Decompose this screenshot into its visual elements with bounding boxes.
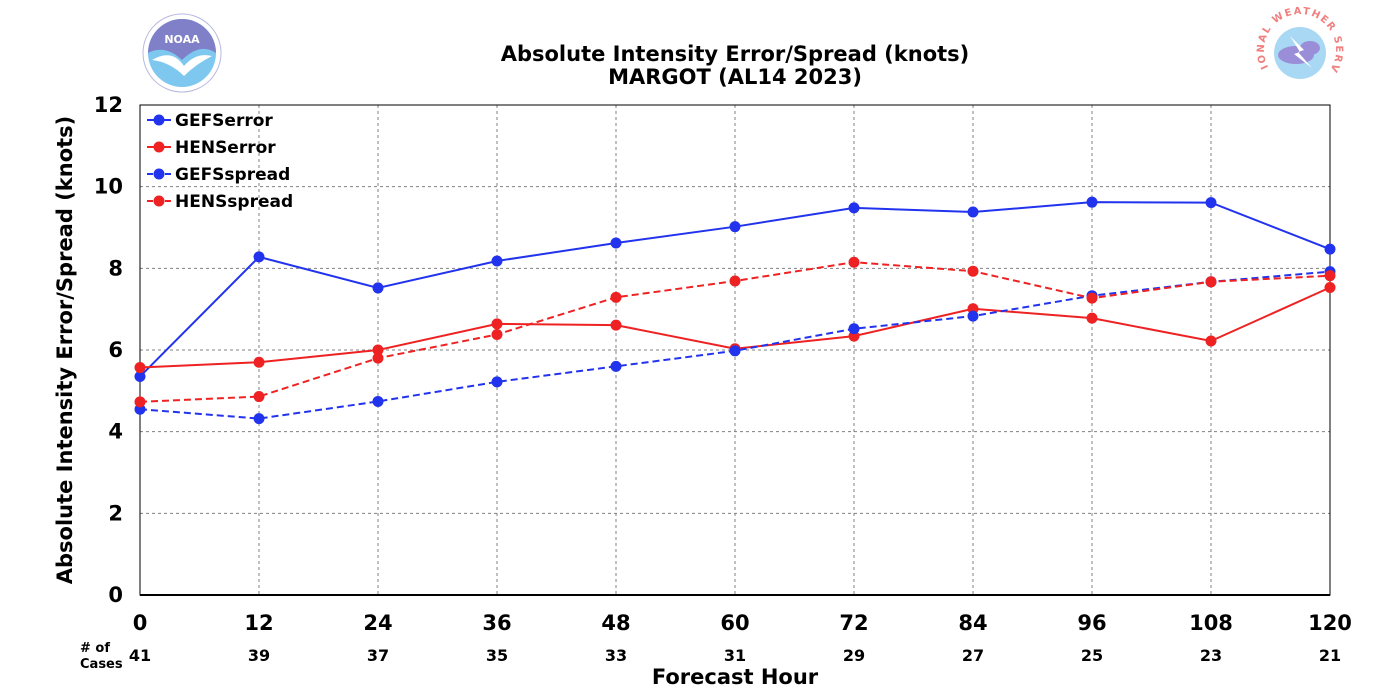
data-point-gefsspread (967, 310, 979, 322)
y-tick-label: 2 (108, 501, 123, 525)
legend-marker (153, 141, 165, 153)
x-tick-label: 48 (601, 611, 630, 635)
data-point-gefserror (372, 282, 384, 294)
x-tick-label: 120 (1308, 611, 1352, 635)
legend-entry-gefserror: GEFSerror (175, 111, 273, 131)
x-tick-label: 96 (1077, 611, 1106, 635)
noaa-logo: NOAA (142, 13, 222, 93)
data-point-hensspread (1086, 292, 1098, 304)
data-point-gefserror (967, 206, 979, 218)
legend-entry-henserror: HENSerror (175, 138, 276, 158)
case-count: 21 (1319, 646, 1341, 665)
y-tick-label: 8 (108, 256, 123, 280)
data-point-henserror (1324, 282, 1336, 294)
cases-label-line2: Cases (80, 657, 123, 672)
legend-entry-gefsspread: GEFSspread (175, 165, 290, 185)
y-tick-label: 0 (108, 583, 123, 607)
x-tick-label: 12 (244, 611, 273, 635)
data-point-henserror (491, 318, 503, 330)
data-point-gefserror (848, 202, 860, 214)
data-point-hensspread (610, 291, 622, 303)
case-count: 27 (962, 646, 984, 665)
x-tick-label: 60 (720, 611, 749, 635)
x-tick-label: 72 (839, 611, 868, 635)
data-point-gefserror (134, 371, 146, 383)
data-point-henserror (1086, 312, 1098, 324)
case-count: 23 (1200, 646, 1222, 665)
case-count: 25 (1081, 646, 1103, 665)
case-count: 39 (248, 646, 270, 665)
data-point-gefserror (491, 255, 503, 267)
chart-title-line2: MARGOT (AL14 2023) (608, 65, 862, 89)
data-point-gefserror (729, 221, 741, 233)
x-tick-label: 0 (133, 611, 148, 635)
series (134, 196, 1336, 425)
legend: GEFSerror HENSerror GEFSspread HENSspread (147, 111, 293, 212)
case-count: 33 (605, 646, 627, 665)
data-point-hensspread (491, 328, 503, 340)
case-counts: 41 39 37 35 33 31 29 27 25 23 21 (129, 646, 1341, 665)
data-point-gefsspread (848, 323, 860, 335)
data-point-gefsspread (372, 395, 384, 407)
x-axis-label: Forecast Hour (652, 665, 819, 689)
x-tick-label: 24 (363, 611, 392, 635)
y-tick-label: 4 (108, 420, 123, 444)
data-point-hensspread (1205, 276, 1217, 288)
data-point-henserror (1205, 335, 1217, 347)
y-axis-label: Absolute Intensity Error/Spread (knots) (53, 116, 77, 585)
legend-marker (153, 114, 165, 126)
legend-marker (153, 195, 165, 207)
case-count: 35 (486, 646, 508, 665)
data-point-gefsspread (491, 376, 503, 388)
data-point-hensspread (848, 256, 860, 268)
case-count: 41 (129, 646, 151, 665)
data-point-gefserror (253, 251, 265, 263)
y-tick-label: 10 (94, 175, 123, 199)
data-point-hensspread (372, 352, 384, 364)
data-point-gefsspread (729, 345, 741, 357)
data-point-hensspread (729, 275, 741, 287)
data-point-hensspread (134, 396, 146, 408)
data-point-henserror (610, 319, 622, 331)
case-count: 37 (367, 646, 389, 665)
cases-label-line1: # of (80, 641, 110, 656)
data-point-gefserror (1324, 243, 1336, 255)
data-point-henserror (372, 344, 384, 356)
data-point-hensspread (1324, 270, 1336, 282)
data-point-hensspread (253, 391, 265, 403)
y-tick-label: 12 (94, 93, 123, 117)
data-point-henserror (253, 356, 265, 368)
data-point-gefserror (610, 237, 622, 249)
legend-marker (153, 168, 165, 180)
case-count: 29 (843, 646, 865, 665)
data-point-gefserror (1086, 196, 1098, 208)
legend-entry-hensspread: HENSspread (175, 192, 293, 212)
case-count: 31 (724, 646, 746, 665)
x-tick-label: 108 (1189, 611, 1233, 635)
x-tick-label: 36 (482, 611, 511, 635)
noaa-logo-text: NOAA (164, 33, 200, 46)
chart-title-line1: Absolute Intensity Error/Spread (knots) (501, 42, 970, 66)
data-point-hensspread (967, 265, 979, 277)
data-point-gefsspread (253, 413, 265, 425)
y-tick-label: 6 (108, 338, 123, 362)
data-point-henserror (134, 362, 146, 374)
data-point-gefsspread (610, 360, 622, 372)
data-point-gefserror (1205, 197, 1217, 209)
x-tick-label: 84 (958, 611, 987, 635)
